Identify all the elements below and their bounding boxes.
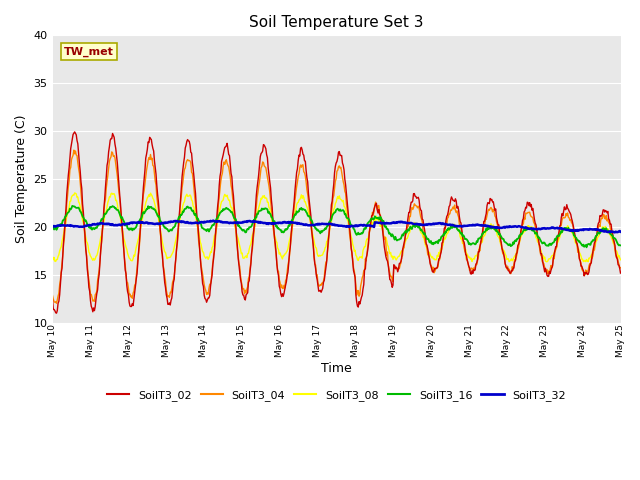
SoilT3_04 (119, 236, 127, 242)
Line: SoilT3_08: SoilT3_08 (52, 193, 621, 262)
SoilT3_02 (119, 233, 127, 239)
Text: TW_met: TW_met (64, 47, 114, 57)
SoilT3_32 (49, 224, 56, 230)
SoilT3_16 (582, 244, 590, 250)
SoilT3_32 (205, 218, 212, 224)
SoilT3_16 (206, 227, 214, 232)
SoilT3_08 (406, 226, 414, 232)
SoilT3_32 (175, 219, 183, 225)
SoilT3_08 (71, 190, 79, 196)
SoilT3_04 (70, 147, 77, 153)
SoilT3_08 (59, 235, 67, 241)
Legend: SoilT3_02, SoilT3_04, SoilT3_08, SoilT3_16, SoilT3_32: SoilT3_02, SoilT3_04, SoilT3_08, SoilT3_… (102, 385, 570, 405)
SoilT3_02 (407, 199, 415, 205)
SoilT3_16 (59, 217, 67, 223)
Title: Soil Temperature Set 3: Soil Temperature Set 3 (249, 15, 424, 30)
SoilT3_16 (406, 224, 414, 229)
SoilT3_32 (117, 222, 125, 228)
Line: SoilT3_16: SoilT3_16 (52, 206, 621, 247)
SoilT3_16 (423, 236, 431, 242)
SoilT3_08 (506, 259, 513, 264)
SoilT3_08 (206, 252, 214, 258)
SoilT3_02 (177, 197, 184, 203)
SoilT3_16 (617, 242, 625, 248)
SoilT3_16 (68, 203, 76, 209)
Y-axis label: Soil Temperature (C): Soil Temperature (C) (15, 115, 28, 243)
SoilT3_04 (424, 252, 431, 258)
SoilT3_02 (52, 310, 60, 316)
SoilT3_08 (176, 218, 184, 224)
SoilT3_04 (60, 240, 67, 246)
SoilT3_08 (49, 254, 56, 260)
SoilT3_32 (59, 222, 67, 228)
SoilT3_02 (49, 297, 56, 303)
SoilT3_04 (207, 281, 214, 287)
SoilT3_02 (60, 239, 67, 244)
SoilT3_16 (49, 225, 56, 230)
SoilT3_08 (118, 226, 126, 232)
SoilT3_16 (176, 215, 184, 220)
SoilT3_02 (424, 246, 431, 252)
Line: SoilT3_02: SoilT3_02 (52, 132, 621, 313)
SoilT3_32 (210, 218, 218, 224)
SoilT3_32 (406, 220, 414, 226)
SoilT3_16 (118, 214, 126, 220)
Line: SoilT3_32: SoilT3_32 (52, 221, 621, 232)
SoilT3_32 (617, 229, 625, 235)
SoilT3_02 (617, 270, 625, 276)
SoilT3_32 (423, 222, 431, 228)
Line: SoilT3_04: SoilT3_04 (52, 150, 621, 303)
SoilT3_02 (71, 129, 79, 135)
SoilT3_04 (52, 300, 60, 306)
X-axis label: Time: Time (321, 362, 352, 375)
SoilT3_04 (177, 200, 184, 206)
SoilT3_08 (423, 245, 431, 251)
SoilT3_32 (611, 229, 618, 235)
SoilT3_04 (407, 207, 415, 213)
SoilT3_04 (617, 265, 625, 271)
SoilT3_02 (207, 283, 214, 289)
SoilT3_04 (49, 293, 56, 299)
SoilT3_08 (617, 257, 625, 263)
